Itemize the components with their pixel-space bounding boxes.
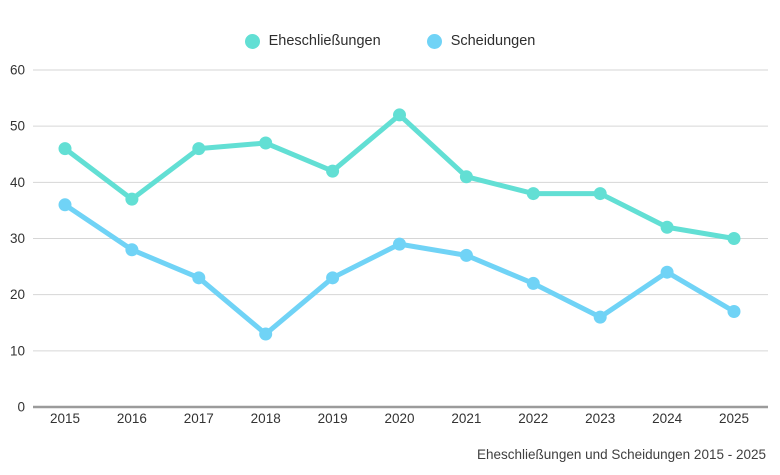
legend-item-scheidungen[interactable]: Scheidungen	[426, 33, 536, 49]
x-axis-tick-label: 2020	[384, 411, 414, 426]
line-series-scheidungen	[62, 202, 737, 337]
data-point-eheschliessungen-2020[interactable]	[393, 108, 406, 122]
data-point-scheidungen-2020[interactable]	[393, 237, 406, 251]
chart-caption: Eheschließungen und Scheidungen 2015 - 2…	[477, 447, 766, 462]
x-axis-tick-label: 2023	[585, 411, 615, 426]
y-axis-tick-label: 40	[10, 175, 25, 190]
data-point-scheidungen-2017[interactable]	[192, 271, 206, 285]
y-axis-tick-label: 30	[10, 231, 25, 246]
x-axis-tick-label: 2019	[318, 411, 348, 426]
data-point-scheidungen-2021[interactable]	[459, 248, 473, 262]
data-point-eheschliessungen-2016[interactable]	[125, 192, 139, 206]
data-point-eheschliessungen-2017[interactable]	[192, 142, 206, 156]
data-point-eheschliessungen-2018[interactable]	[259, 136, 273, 150]
data-point-eheschliessungen-2023[interactable]	[593, 187, 607, 201]
data-point-scheidungen-2023[interactable]	[593, 310, 607, 324]
data-point-eheschliessungen-2022[interactable]	[526, 187, 540, 201]
x-axis-tick-label: 2018	[251, 411, 281, 426]
legend-item-eheschliessungen[interactable]: Eheschließungen	[244, 33, 381, 49]
legend-label: Scheidungen	[450, 33, 536, 49]
line-series-eheschliessungen	[62, 112, 737, 241]
data-point-scheidungen-2016[interactable]	[125, 243, 139, 257]
data-point-eheschliessungen-2024[interactable]	[660, 220, 674, 234]
data-point-scheidungen-2015[interactable]	[58, 198, 72, 212]
data-point-scheidungen-2024[interactable]	[660, 265, 674, 279]
y-axis-tick-label: 50	[10, 119, 25, 134]
data-point-scheidungen-2019[interactable]	[326, 271, 340, 285]
data-point-eheschliessungen-2021[interactable]	[459, 170, 473, 184]
data-point-scheidungen-2025[interactable]	[727, 305, 741, 319]
legend-label: Eheschließungen	[268, 33, 381, 49]
y-axis-tick-label: 0	[17, 400, 25, 415]
x-axis-tick-label: 2025	[719, 411, 749, 426]
data-point-scheidungen-2022[interactable]	[526, 276, 540, 290]
data-point-scheidungen-2018[interactable]	[259, 327, 273, 341]
data-point-eheschliessungen-2025[interactable]	[727, 232, 741, 245]
legend-marker-icon	[244, 33, 260, 49]
x-axis-tick-label: 2021	[451, 411, 481, 426]
data-point-eheschliessungen-2015[interactable]	[58, 142, 72, 156]
chart-legend: Eheschließungen Scheidungen	[0, 33, 780, 49]
x-axis-tick-label: 2024	[652, 411, 683, 426]
legend-marker-icon	[426, 33, 442, 49]
y-axis-tick-label: 10	[10, 343, 25, 358]
data-point-eheschliessungen-2019[interactable]	[326, 164, 340, 178]
x-axis-tick-label: 2015	[50, 411, 80, 426]
y-axis-tick-label: 20	[10, 287, 25, 302]
x-axis-tick-label: 2016	[117, 411, 147, 426]
x-axis-tick-label: 2022	[518, 411, 548, 426]
x-axis-tick-label: 2017	[184, 411, 214, 426]
y-axis-tick-label: 60	[10, 63, 25, 78]
